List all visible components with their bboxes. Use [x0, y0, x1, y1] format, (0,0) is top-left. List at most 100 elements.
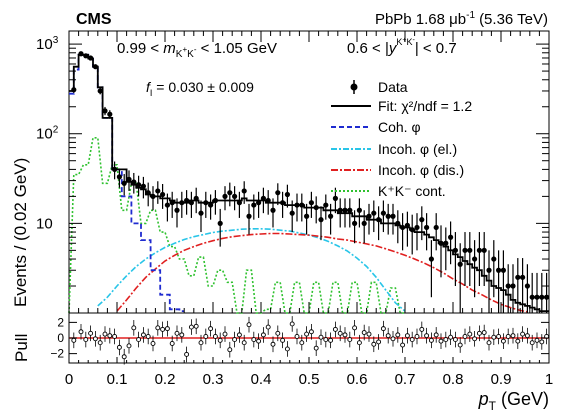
pull-point [534, 332, 540, 349]
pull-marker [323, 337, 329, 343]
data-point [328, 203, 334, 235]
data-marker [352, 220, 358, 226]
pull-marker [304, 331, 310, 337]
data-marker [496, 267, 502, 273]
data-point [304, 203, 310, 235]
pull-point [174, 325, 180, 342]
data-point [366, 203, 372, 235]
pull-point [155, 320, 161, 336]
lumi-system: PbPb 1.68 μb [375, 11, 466, 28]
data-marker [121, 180, 127, 186]
x-axis-title: pT (GeV) [478, 389, 549, 413]
pull-point [241, 334, 247, 351]
data-point [164, 193, 170, 222]
data-marker [160, 191, 166, 198]
pull-point [270, 336, 276, 353]
data-point [544, 272, 550, 313]
data-point [395, 210, 401, 244]
data-marker [500, 267, 506, 273]
data-point [337, 198, 343, 228]
pull-marker [270, 341, 276, 347]
data-point [284, 184, 290, 208]
data-point [352, 210, 358, 244]
pull-marker [188, 324, 194, 330]
mass-cut-sub2: K [187, 49, 194, 60]
x-axis-title-var: p [478, 389, 489, 409]
pull-marker [150, 341, 156, 346]
data-point [217, 208, 223, 247]
pull-point [318, 329, 324, 346]
data-marker [71, 87, 77, 93]
data-point [476, 232, 482, 287]
data-point [265, 190, 271, 215]
pull-point [169, 335, 175, 352]
data-marker [400, 224, 406, 231]
data-marker [491, 256, 497, 262]
data-point [308, 191, 314, 218]
legend: Data Fit: χ²/ndf = 1.2 Coh. φ Incoh. φ (… [331, 79, 472, 199]
data-point [236, 191, 242, 218]
pull-marker [275, 330, 281, 336]
pull-point [179, 327, 185, 343]
pull-point [184, 346, 190, 363]
pull-point [256, 333, 262, 349]
data-marker [112, 166, 118, 173]
pull-marker [256, 338, 262, 344]
x-tick-label: 0.7 [395, 371, 416, 388]
data-point [385, 203, 391, 235]
data-point [515, 258, 521, 313]
data-point [313, 196, 319, 224]
data-marker [222, 193, 228, 199]
pull-point [227, 341, 233, 358]
kk-continuum-curve [68, 137, 405, 314]
rap-cut-right: | < 0.7 [415, 40, 457, 57]
pull-marker [212, 333, 218, 339]
pull-marker [385, 333, 391, 339]
data-point [169, 191, 175, 218]
data-point [251, 194, 257, 220]
data-marker [510, 283, 516, 289]
pull-point [515, 333, 521, 349]
pull-marker [400, 342, 406, 348]
pull-point [380, 320, 386, 337]
cms-label: CMS [76, 11, 112, 28]
pull-marker [376, 339, 382, 345]
pull-point [496, 328, 502, 345]
pull-marker [318, 334, 324, 340]
data-marker [428, 256, 434, 262]
pull-marker [524, 333, 530, 339]
pull-marker [246, 322, 252, 328]
data-marker [462, 247, 468, 253]
pull-point [121, 348, 127, 365]
data-point [390, 203, 396, 235]
data-marker [380, 210, 386, 216]
data-marker [395, 220, 401, 226]
data-marker [179, 200, 185, 206]
data-point [83, 53, 89, 59]
pull-axis-title: Pull [12, 334, 31, 362]
data-marker [212, 197, 218, 204]
data-point [462, 232, 468, 287]
pull-point [385, 327, 391, 344]
data-point [457, 243, 463, 313]
pull-point [289, 316, 295, 332]
data-point [361, 210, 367, 244]
pull-marker [232, 337, 238, 343]
data-marker [246, 213, 252, 219]
pull-point [419, 321, 425, 338]
pull-marker [112, 333, 118, 339]
data-marker [342, 207, 348, 213]
lumi-label: PbPb 1.68 μb-1 (5.36 TeV) [375, 10, 548, 28]
pull-marker [337, 330, 343, 336]
pull-point [232, 331, 238, 348]
pull-y-tick-label: −2 [50, 347, 64, 361]
data-marker [265, 197, 271, 204]
pull-point [313, 340, 319, 356]
pull-marker [174, 330, 180, 336]
rap-cut-sup1: K [396, 37, 402, 47]
pull-point [414, 328, 420, 345]
pull-marker [92, 336, 98, 342]
data-point [179, 191, 185, 218]
data-marker [452, 247, 458, 253]
